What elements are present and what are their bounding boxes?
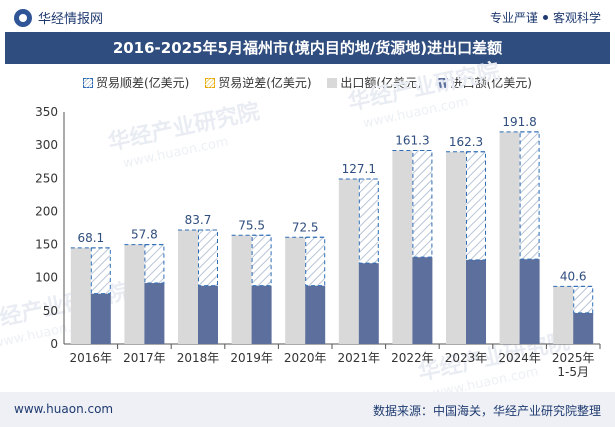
x-tick-label: 2018年: [177, 351, 220, 365]
export-bar: [499, 131, 520, 344]
import-bar: [144, 283, 165, 344]
legend-label: 贸易逆差(亿美元): [218, 76, 312, 90]
chart-title: 2016-2025年5月福州市(境内目的地/货源地)进出口差额: [5, 32, 610, 64]
surplus-bar: [466, 151, 486, 261]
data-label: 83.7: [185, 213, 212, 227]
data-label: 127.1: [342, 162, 376, 176]
import-bar: [305, 285, 326, 344]
export-bar: [124, 244, 145, 344]
x-tick-label: 2017年: [123, 351, 166, 365]
legend-label: 贸易顺差(亿美元): [96, 76, 190, 90]
import-bar: [90, 293, 111, 344]
legend-swatch-export: [327, 78, 338, 88]
surplus-bar: [519, 131, 540, 260]
x-tick-label: 2022年: [391, 351, 434, 365]
import-bar: [466, 259, 486, 344]
bullet-icon: [542, 15, 548, 20]
legend-item-import: 进口额(亿美元): [437, 74, 532, 91]
y-tick-label: 50: [43, 304, 58, 318]
surplus-bar: [305, 236, 326, 287]
y-tick-label: 350: [35, 105, 58, 119]
y-tick-label: 100: [35, 271, 58, 285]
y-tick-label: 0: [50, 337, 58, 351]
legend-item-deficit: 贸易逆差(亿美元): [205, 74, 312, 91]
export-bar: [178, 229, 198, 344]
logo-icon: [14, 8, 32, 27]
x-tick-label: 2020年: [284, 351, 327, 365]
data-label: 57.8: [131, 228, 158, 242]
legend-label: 出口额(亿美元): [340, 76, 422, 90]
x-tick-label: 2021年: [338, 351, 381, 365]
data-label: 72.5: [292, 220, 319, 234]
import-bar: [251, 285, 272, 344]
data-label: 162.3: [449, 135, 483, 149]
x-tick-label: 2023年: [445, 351, 488, 365]
legend-swatch-surplus: [83, 78, 93, 88]
x-tick-label: 2025年: [552, 351, 595, 365]
footer-source: 数据来源：中国海关，华经产业研究院整理: [372, 404, 601, 418]
surplus-bar: [412, 149, 433, 258]
export-bar: [553, 286, 574, 344]
import-bar: [358, 263, 379, 344]
legend-label: 进口额(亿美元): [450, 76, 532, 90]
slogan-tag: 专业严谨: [489, 11, 538, 25]
import-bar: [573, 312, 594, 344]
data-label: 68.1: [77, 231, 104, 245]
legend-swatch-import: [437, 78, 448, 88]
data-label: 191.8: [502, 115, 536, 129]
legend-swatch-deficit: [205, 78, 216, 88]
export-bar: [70, 247, 91, 344]
footer: www.huaon.com 数据来源：中国海关，华经产业研究院整理: [0, 392, 615, 427]
surplus-bar: [90, 247, 111, 295]
surplus-bar: [358, 178, 379, 264]
slogan-tag: 客观科学: [552, 11, 601, 25]
top-bar: 华经情报网 专业严谨 客观科学: [0, 0, 615, 34]
y-tick-label: 300: [35, 138, 58, 152]
footer-site[interactable]: www.huaon.com: [14, 402, 114, 416]
surplus-bar: [573, 285, 594, 314]
surplus-bar: [198, 229, 218, 287]
export-bar: [392, 150, 413, 344]
import-bar: [519, 259, 540, 344]
data-label: 161.3: [395, 133, 429, 147]
data-label: 40.6: [560, 269, 587, 283]
brand-name: 华经情报网: [38, 12, 104, 27]
export-bar: [446, 151, 466, 344]
brand[interactable]: 华经情报网: [14, 8, 103, 27]
data-label: 75.5: [238, 218, 265, 232]
import-bar: [198, 285, 218, 344]
y-tick-label: 250: [35, 171, 58, 185]
export-bar: [285, 237, 306, 344]
chart-legend: 贸易顺差(亿美元) 贸易逆差(亿美元) 出口额(亿美元) 进口额(亿美元): [0, 74, 615, 91]
legend-item-surplus: 贸易顺差(亿美元): [83, 74, 189, 91]
surplus-bar: [251, 234, 272, 287]
slogan-tags: 专业严谨 客观科学: [490, 9, 601, 26]
surplus-bar: [144, 244, 165, 284]
import-bar: [412, 257, 433, 344]
y-tick-label: 150: [35, 238, 58, 252]
x-tick-label: 2016年: [70, 351, 113, 365]
x-tick-label: 2024年: [498, 351, 541, 365]
legend-item-export: 出口额(亿美元): [327, 74, 422, 91]
export-bar: [231, 235, 252, 344]
y-tick-label: 200: [35, 204, 58, 218]
x-tick-label: 1-5月: [557, 365, 589, 379]
export-bar: [338, 178, 359, 344]
x-tick-label: 2019年: [230, 351, 273, 365]
bar-chart: 华经产业研究院www.huaon.com华经产业研究院www.huaon.com…: [0, 58, 601, 392]
